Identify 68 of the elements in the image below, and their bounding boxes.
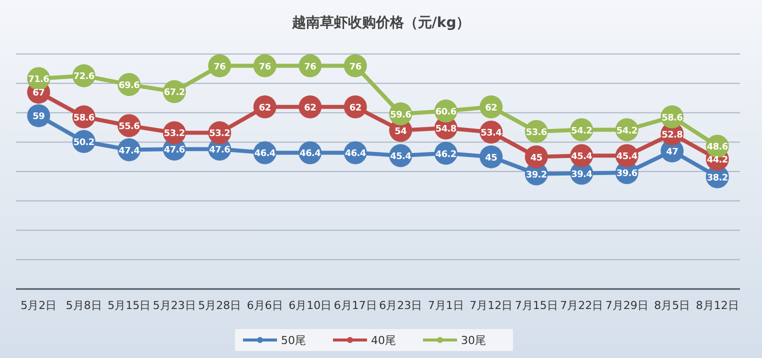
legend-label: 50尾: [281, 334, 306, 347]
x-tick-label: 6月17日: [334, 299, 377, 312]
data-label: 45: [530, 153, 542, 164]
x-tick-label: 6月10日: [288, 299, 332, 312]
data-label: 54.2: [571, 126, 592, 136]
data-label: 39.4: [571, 170, 592, 180]
data-label: 54.8: [435, 124, 456, 135]
data-label: 46.4: [344, 149, 366, 160]
data-label: 76: [258, 62, 271, 72]
data-label: 45.4: [390, 152, 412, 162]
data-label: 46.2: [435, 150, 456, 160]
data-label: 53.6: [526, 128, 547, 138]
data-label: 47.6: [209, 146, 230, 156]
x-tick-label: 5月28日: [198, 299, 242, 312]
data-label: 55.6: [118, 122, 140, 132]
data-label: 62: [349, 103, 362, 114]
data-label: 39.2: [526, 170, 547, 180]
x-tick-label: 8月5日: [654, 299, 690, 312]
data-label: 53.2: [209, 129, 230, 140]
x-tick-label: 7月22日: [560, 299, 604, 312]
data-label: 44.2: [706, 156, 728, 166]
data-label: 67: [32, 88, 45, 99]
data-label: 69.6: [118, 81, 140, 92]
data-label: 62: [258, 103, 271, 114]
data-label: 53.2: [164, 129, 185, 140]
data-label: 47.6: [164, 146, 185, 156]
x-tick-label: 5月2日: [20, 299, 57, 312]
x-tick-label: 5月23日: [152, 299, 196, 312]
data-label: 72.6: [73, 72, 94, 82]
x-tick-label: 6月6日: [246, 299, 283, 312]
x-tick-label: 5月8日: [66, 299, 102, 312]
data-label: 54: [394, 126, 407, 137]
x-tick-label: 5月15日: [108, 299, 151, 312]
data-label: 76: [214, 62, 226, 72]
data-label: 59: [32, 112, 45, 122]
legend-label: 30尾: [461, 334, 486, 347]
data-label: 54.2: [616, 126, 638, 136]
x-tick-label: 7月29日: [605, 299, 648, 312]
data-label: 53.4: [480, 128, 502, 139]
data-label: 76: [349, 62, 362, 72]
data-label: 46.4: [300, 149, 321, 160]
x-tick-label: 7月1日: [428, 299, 464, 312]
data-label: 52.8: [662, 130, 683, 140]
chart-title: 越南草虾收购价格（元/kg）: [290, 15, 470, 31]
x-tick-label: 6月23日: [379, 299, 422, 312]
data-label: 46.4: [254, 149, 276, 160]
data-label: 47.4: [118, 146, 140, 156]
data-label: 58.6: [73, 113, 94, 124]
data-label: 76: [304, 62, 316, 72]
x-tick-label: 7月15日: [514, 299, 558, 312]
data-label: 47: [666, 147, 678, 158]
data-label: 39.6: [616, 169, 638, 180]
x-tick-label: 8月12日: [696, 299, 739, 312]
data-label: 59.6: [390, 110, 412, 120]
data-label: 71.6: [28, 75, 50, 86]
data-label: 45.4: [616, 152, 638, 162]
legend-label: 40尾: [371, 334, 396, 347]
data-label: 67.2: [164, 88, 185, 98]
data-label: 50.2: [73, 138, 94, 148]
data-label: 45: [485, 153, 498, 164]
data-label: 62: [485, 103, 498, 114]
x-tick-label: 7月12日: [470, 299, 513, 312]
data-label: 58.6: [662, 113, 683, 124]
data-label: 60.6: [435, 107, 456, 118]
data-label: 62: [304, 103, 316, 114]
data-label: 48.6: [706, 142, 728, 153]
data-label: 45.4: [571, 152, 592, 162]
data-label: 38.2: [706, 173, 728, 184]
